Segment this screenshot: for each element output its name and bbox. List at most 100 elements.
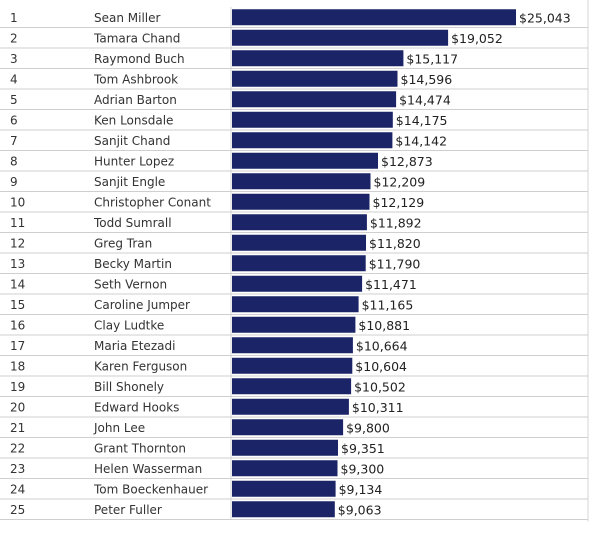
customer-name-label: Clay Ludtke <box>94 318 164 332</box>
rank-label: 20 <box>10 400 25 414</box>
sales-value-label: $9,351 <box>341 441 385 456</box>
sales-value-label: $10,604 <box>355 359 407 374</box>
rank-label: 8 <box>10 154 18 168</box>
rank-label: 6 <box>10 113 18 127</box>
sales-bar <box>232 439 338 456</box>
table-row: 3 Raymond Buch $15,117 <box>0 50 588 69</box>
sales-value-label: $9,800 <box>346 420 390 435</box>
customer-name-label: Seth Vernon <box>94 277 167 291</box>
customer-name-label: Becky Martin <box>94 257 172 271</box>
customer-name-label: Hunter Lopez <box>94 154 174 168</box>
sales-value-label: $14,596 <box>401 72 453 87</box>
customer-name-label: Tamara Chand <box>93 31 180 45</box>
sales-bar <box>232 214 367 231</box>
sales-bar <box>232 501 335 518</box>
customer-name-label: Tom Boeckenhauer <box>93 482 208 496</box>
table-row: 24 Tom Boeckenhauer $9,134 <box>0 480 588 500</box>
rank-label: 5 <box>10 93 18 107</box>
rank-label: 18 <box>10 359 25 373</box>
rank-label: 25 <box>10 503 25 517</box>
chart-rows: 1 Sean Miller $25,043 2 Tamara Chand $19,052 3… <box>0 9 588 520</box>
sales-value-label: $25,043 <box>519 10 571 25</box>
sales-value-label: $11,790 <box>369 256 421 271</box>
table-row: 8 Hunter Lopez $12,873 <box>0 152 588 172</box>
table-row: 12 Greg Tran $11,820 <box>0 234 588 254</box>
sales-bar <box>232 275 363 292</box>
sales-bar <box>232 419 344 436</box>
sales-value-label: $11,820 <box>369 236 421 251</box>
sales-bar <box>232 132 393 149</box>
customer-name-label: Ken Lonsdale <box>94 113 173 127</box>
customer-name-label: John Lee <box>93 421 145 435</box>
sales-bar <box>232 398 349 415</box>
customer-name-label: Bill Shonely <box>94 380 164 394</box>
table-row: 17 Maria Etezadi $10,664 <box>0 337 588 356</box>
sales-bar <box>232 111 393 128</box>
sales-value-label: $14,142 <box>395 133 447 148</box>
table-row: 22 Grant Thornton $9,351 <box>0 439 588 459</box>
table-row: 6 Ken Lonsdale $14,175 <box>0 111 588 131</box>
customer-name-label: Sanjit Engle <box>94 175 165 189</box>
customer-name-label: Grant Thornton <box>94 441 186 455</box>
sales-value-label: $10,664 <box>356 338 408 353</box>
sales-bar <box>232 316 356 333</box>
sales-bar <box>232 480 336 497</box>
customer-name-label: Sanjit Chand <box>94 134 170 148</box>
table-row: 10 Christopher Conant $12,129 <box>0 193 588 213</box>
sales-value-label: $9,300 <box>341 461 385 476</box>
sales-value-label: $12,129 <box>373 195 425 210</box>
sales-bar <box>232 296 359 313</box>
sales-value-label: $11,165 <box>362 297 414 312</box>
sales-value-label: $10,502 <box>354 379 406 394</box>
sales-value-label: $11,892 <box>370 215 422 230</box>
sales-bar <box>232 357 353 374</box>
sales-value-label: $9,063 <box>338 502 382 517</box>
table-row: 15 Caroline Jumper $11,165 <box>0 296 588 315</box>
rank-label: 12 <box>10 236 25 250</box>
table-row: 21 John Lee $9,800 <box>0 419 588 438</box>
rank-label: 3 <box>10 52 18 66</box>
sales-bar <box>232 193 370 210</box>
rank-label: 9 <box>10 175 18 189</box>
sales-bar <box>232 29 449 46</box>
sales-bar <box>232 9 516 26</box>
customer-name-label: Caroline Jumper <box>94 298 190 312</box>
rank-label: 10 <box>10 195 25 209</box>
table-row: 4 Tom Ashbrook $14,596 <box>0 70 588 90</box>
sales-value-label: $14,175 <box>396 113 448 128</box>
table-row: 19 Bill Shonely $10,502 <box>0 378 588 397</box>
chart-frame <box>230 0 589 522</box>
rank-label: 16 <box>10 318 25 332</box>
sales-value-label: $12,873 <box>381 154 433 169</box>
sales-bar <box>232 70 398 87</box>
rank-label: 13 <box>10 257 25 271</box>
customer-name-label: Peter Fuller <box>94 503 162 517</box>
customer-name-label: Karen Ferguson <box>94 359 187 373</box>
table-row: 16 Clay Ludtke $10,881 <box>0 316 588 336</box>
rank-label: 11 <box>10 216 25 230</box>
rank-label: 2 <box>10 31 18 45</box>
rank-label: 17 <box>10 339 25 353</box>
table-row: 18 Karen Ferguson $10,604 <box>0 357 588 377</box>
rank-label: 14 <box>10 277 25 291</box>
customer-name-label: Helen Wasserman <box>94 462 202 476</box>
rank-label: 19 <box>10 380 25 394</box>
rank-label: 4 <box>10 72 18 86</box>
sales-bar <box>232 337 353 354</box>
customer-name-label: Sean Miller <box>94 11 161 25</box>
sales-value-label: $12,209 <box>374 174 426 189</box>
rank-label: 15 <box>10 298 25 312</box>
rank-label: 7 <box>10 134 18 148</box>
customer-name-label: Tom Ashbrook <box>93 72 178 86</box>
table-row: 7 Sanjit Chand $14,142 <box>0 132 588 151</box>
rank-label: 21 <box>10 421 25 435</box>
sales-value-label: $10,311 <box>352 400 404 415</box>
sales-bar <box>232 460 338 477</box>
table-row: 1 Sean Miller $25,043 <box>0 9 588 28</box>
rank-label: 23 <box>10 462 25 476</box>
sales-value-label: $14,474 <box>399 92 451 107</box>
rank-label: 22 <box>10 441 25 455</box>
customer-name-label: Adrian Barton <box>94 93 177 107</box>
table-row: 13 Becky Martin $11,790 <box>0 255 588 274</box>
